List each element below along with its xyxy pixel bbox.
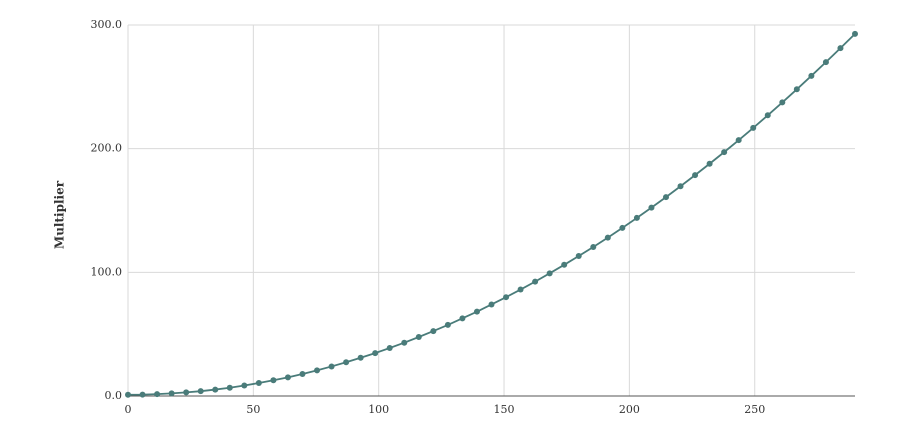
- point: [779, 99, 786, 106]
- x-tick-label: 0: [125, 403, 132, 416]
- point: [837, 45, 844, 52]
- y-tick-label: 100.0: [91, 265, 123, 278]
- point: [619, 224, 626, 231]
- y-tick-label: 200.0: [91, 142, 123, 155]
- point: [212, 386, 219, 393]
- x-tick-label: 150: [494, 403, 515, 416]
- point: [168, 390, 175, 397]
- point: [139, 391, 146, 398]
- point: [430, 328, 437, 335]
- point: [270, 377, 277, 384]
- point: [415, 334, 422, 341]
- point: [633, 214, 640, 221]
- point: [197, 388, 204, 395]
- point: [154, 391, 161, 398]
- x-tick-label: 100: [368, 403, 389, 416]
- y-axis-label: Multiplier: [53, 180, 67, 249]
- point: [459, 315, 466, 322]
- point: [721, 149, 728, 156]
- point: [386, 345, 393, 352]
- point: [314, 367, 321, 374]
- point: [750, 124, 757, 131]
- point: [852, 30, 858, 37]
- point: [706, 160, 713, 167]
- point: [677, 183, 684, 190]
- point: [546, 270, 553, 277]
- point: [692, 172, 699, 179]
- x-tick-label: 250: [744, 403, 765, 416]
- point: [561, 261, 568, 268]
- point: [648, 204, 655, 211]
- point: [328, 363, 335, 370]
- point: [517, 286, 524, 293]
- y-tick-label: 300.0: [91, 18, 123, 31]
- point: [444, 321, 451, 328]
- point: [793, 86, 800, 93]
- point: [241, 382, 248, 389]
- point: [226, 384, 233, 391]
- y-tick-label: 0.0: [105, 389, 123, 402]
- point: [343, 359, 350, 366]
- point: [183, 389, 190, 396]
- point: [255, 380, 262, 387]
- point: [488, 301, 495, 308]
- point: [575, 253, 582, 260]
- point: [401, 339, 408, 346]
- x-tick-label: 200: [619, 403, 640, 416]
- point: [372, 350, 379, 357]
- point: [299, 370, 306, 377]
- point: [764, 112, 771, 119]
- point: [473, 308, 480, 315]
- point: [357, 354, 364, 361]
- point: [532, 278, 539, 285]
- point: [604, 234, 611, 241]
- point: [822, 59, 829, 66]
- point: [125, 391, 131, 398]
- point: [735, 137, 742, 144]
- point: [590, 243, 597, 250]
- point: [503, 294, 510, 301]
- point: [284, 374, 291, 381]
- line: [127, 33, 856, 396]
- x-tick-label: 50: [246, 403, 260, 416]
- point: [808, 72, 815, 79]
- point: [662, 194, 669, 201]
